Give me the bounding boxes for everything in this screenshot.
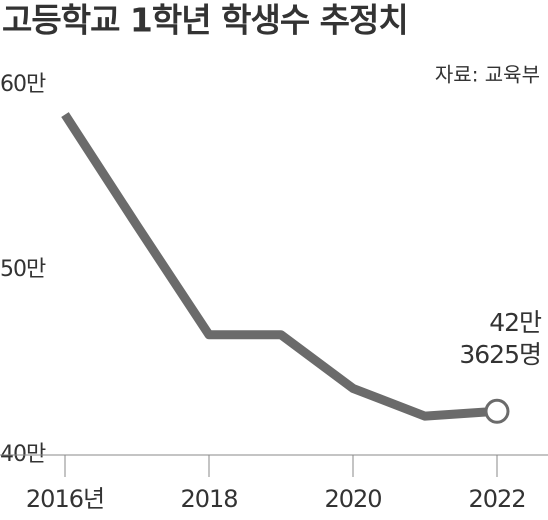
- source: 자료: 교육부: [435, 63, 540, 87]
- x-tick-label: 2020: [324, 485, 381, 513]
- chart-title: 고등학교 1학년 학생수 추정치: [2, 1, 408, 40]
- y-tick-label: 50만: [0, 257, 46, 282]
- x-tick-label: 2016년: [26, 485, 104, 513]
- value-label: 42만 3625명: [459, 308, 542, 370]
- end-marker: [484, 398, 510, 424]
- x-tick-label: 2022: [468, 485, 525, 513]
- y-tick-label: 60만: [0, 72, 46, 97]
- line: [61, 112, 498, 421]
- x-tick-label: 2018: [180, 485, 237, 513]
